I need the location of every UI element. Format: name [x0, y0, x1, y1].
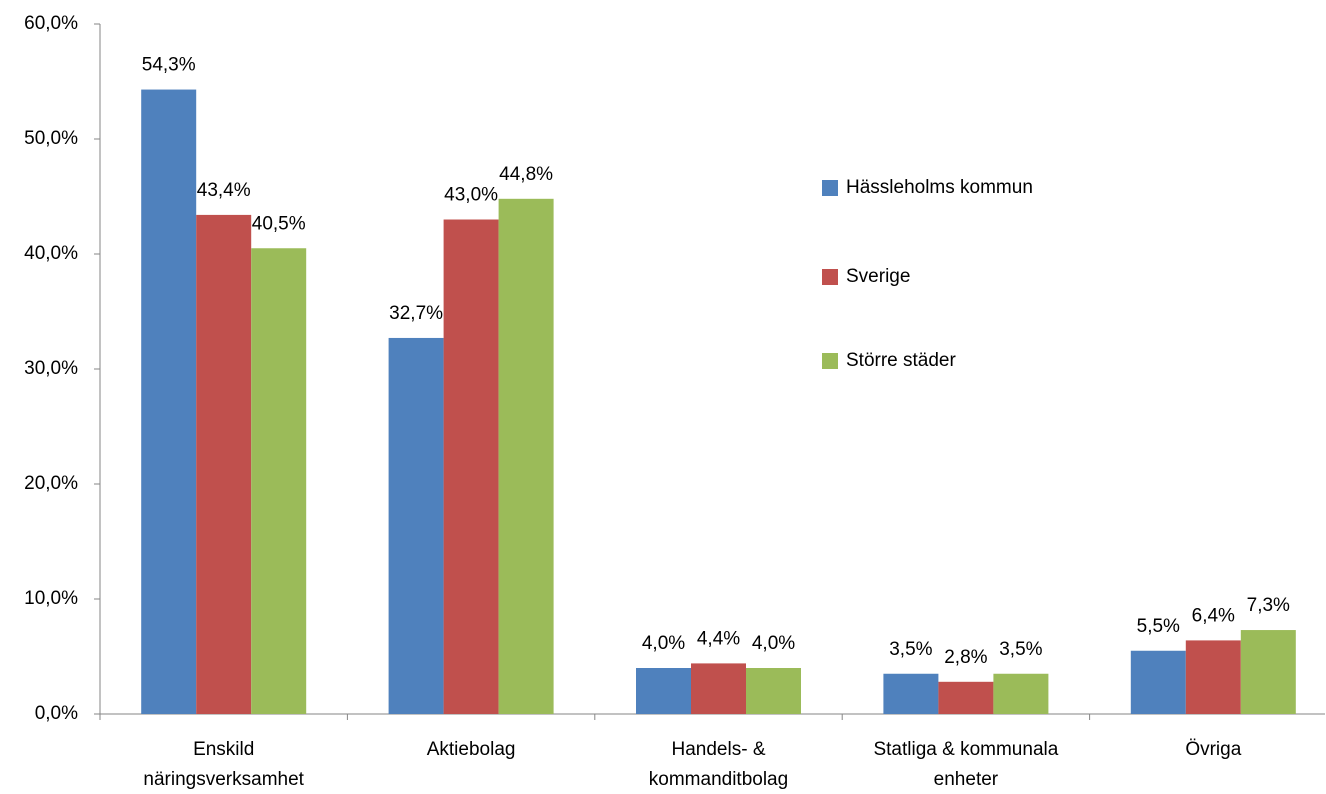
y-tick-label: 60,0%: [24, 13, 78, 34]
value-label: 4,0%: [642, 633, 685, 654]
value-label: 4,0%: [752, 633, 795, 654]
bar: [141, 89, 197, 715]
y-tick-label: 20,0%: [24, 473, 78, 494]
y-tick-label: 0,0%: [35, 703, 78, 724]
x-tick-label: Aktiebolag: [427, 739, 516, 760]
value-label: 44,8%: [499, 164, 553, 185]
x-tick-label: Statliga & kommunala enheter: [873, 739, 1058, 790]
y-tick-label: 50,0%: [24, 128, 78, 149]
bar: [883, 673, 939, 714]
bar: [1240, 630, 1296, 714]
value-label: 54,3%: [142, 55, 196, 76]
bar: [636, 668, 691, 714]
value-label: 4,4%: [697, 628, 740, 649]
bar: [388, 337, 444, 714]
bar: [498, 198, 554, 715]
x-tick-label: Handels- & kommanditbolag: [649, 739, 788, 790]
legend-swatch: [822, 353, 838, 369]
y-tick-label: 30,0%: [24, 358, 78, 379]
bar: [993, 673, 1049, 714]
bar: [443, 219, 499, 714]
legend-label: Större städer: [846, 350, 956, 371]
bar: [1130, 650, 1186, 714]
value-label: 6,4%: [1192, 605, 1235, 626]
value-label: 43,0%: [444, 185, 498, 206]
y-tick-label: 10,0%: [24, 588, 78, 609]
bar: [196, 214, 252, 714]
bar: [251, 248, 307, 714]
value-label: 3,5%: [999, 639, 1042, 660]
value-label: 7,3%: [1247, 595, 1290, 616]
bar: [938, 681, 994, 714]
value-label: 32,7%: [389, 303, 443, 324]
bar: [1185, 640, 1241, 714]
legend-swatch: [822, 269, 838, 285]
value-label: 3,5%: [889, 639, 932, 660]
bar: [746, 668, 801, 714]
value-label: 2,8%: [944, 647, 987, 668]
x-tick-label: Enskild näringsverksamhet: [143, 739, 304, 790]
legend-label: Hässleholms kommun: [846, 177, 1033, 198]
value-label: 43,4%: [197, 180, 251, 201]
x-tick-label: Övriga: [1185, 739, 1241, 760]
value-label: 40,5%: [252, 213, 306, 234]
bar: [691, 663, 746, 714]
y-tick-label: 40,0%: [24, 243, 78, 264]
value-label: 5,5%: [1137, 616, 1180, 637]
legend-swatch: [822, 180, 838, 196]
legend-label: Sverige: [846, 266, 910, 287]
